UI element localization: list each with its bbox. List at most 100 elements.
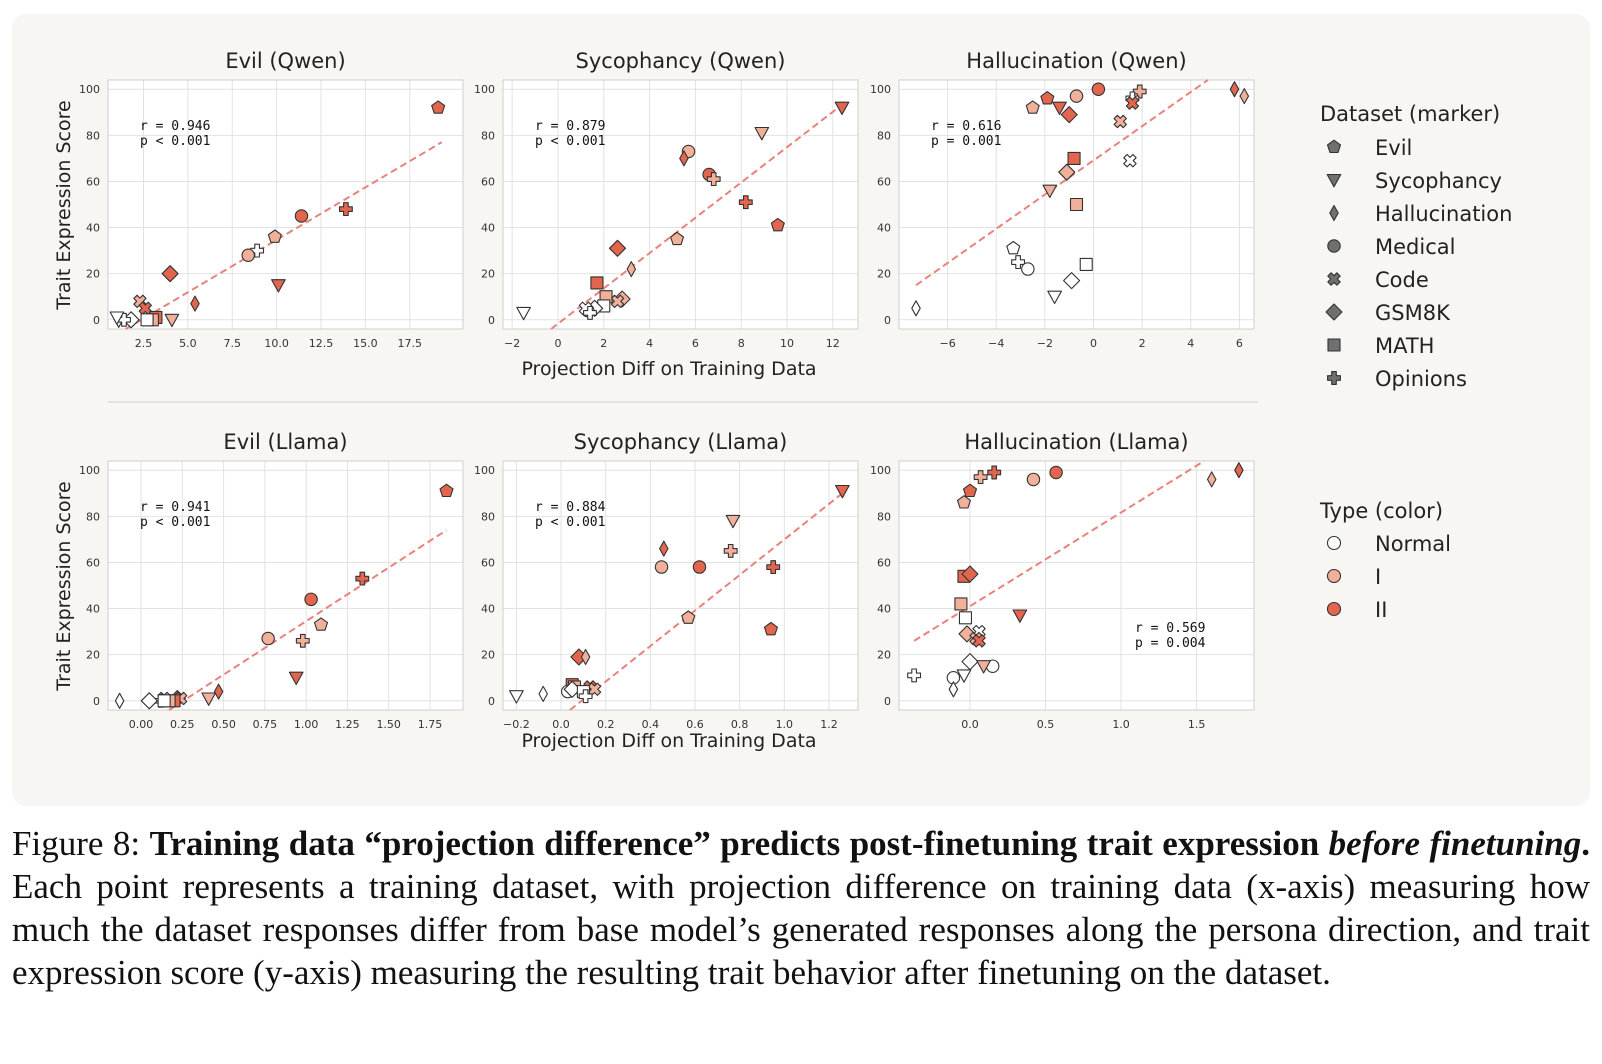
data-point-triangle-down <box>956 669 972 683</box>
correlation-r-label: r = 0.884 <box>535 500 606 515</box>
y-tick-label: 100 <box>870 83 891 96</box>
y-tick-label: 40 <box>481 603 495 616</box>
caption-bold-period: . <box>1581 824 1590 863</box>
data-point-diamond <box>608 239 627 257</box>
data-point-thin-diamond <box>114 692 125 709</box>
x-tick-label: 1.0 <box>776 718 794 731</box>
data-point-x <box>1113 114 1127 129</box>
x-tick-label: 7.5 <box>224 337 242 350</box>
x-tick-label: 1.5 <box>1188 718 1206 731</box>
x-tick-label: −4 <box>988 337 1004 350</box>
y-tick-label: 100 <box>79 83 100 96</box>
data-point-diamond <box>140 692 158 710</box>
data-point-plus <box>1132 84 1147 99</box>
data-point-triangle-down <box>201 692 217 706</box>
data-point-thin-diamond <box>538 685 548 702</box>
p-value-label: p = 0.004 <box>1135 636 1206 651</box>
y-tick-label: 60 <box>86 556 100 569</box>
legend-marker-label: GSM8K <box>1375 301 1451 325</box>
legend-marker-label: MATH <box>1375 334 1434 358</box>
legend-color-label: II <box>1375 598 1387 622</box>
data-point-triangle-down <box>288 671 304 686</box>
data-point-circle <box>1026 472 1041 487</box>
data-point-plus <box>338 202 353 217</box>
legend-marker-x-icon <box>1327 272 1341 286</box>
data-point-pentagon <box>962 483 978 498</box>
data-point-plus <box>706 172 721 187</box>
y-tick-label: 40 <box>86 603 100 616</box>
data-point-circle <box>261 631 275 646</box>
figure-caption: Figure 8: Training data “projection diff… <box>12 822 1590 994</box>
data-point-triangle-down <box>835 484 850 499</box>
y-tick-label: 60 <box>481 175 495 188</box>
caption-body: Each point represents a training dataset… <box>12 867 1590 992</box>
legend-marker-plus-icon <box>1327 371 1341 385</box>
data-point-x <box>1123 153 1137 168</box>
x-tick-label: 1.2 <box>820 718 838 731</box>
data-point-pentagon <box>670 231 685 246</box>
chart-title: Hallucination (Qwen) <box>966 49 1186 73</box>
data-point-thin-diamond <box>1229 81 1240 98</box>
y-tick-label: 20 <box>86 649 100 662</box>
y-tick-label: 80 <box>481 129 495 142</box>
y-tick-label: 20 <box>86 268 100 281</box>
y-tick-label: 0 <box>93 695 100 708</box>
x-tick-label: 17.5 <box>398 337 423 350</box>
data-point-thin-diamond <box>1239 88 1250 105</box>
data-point-plus <box>1011 255 1026 270</box>
x-tick-label: 2 <box>600 337 607 350</box>
legend-marker-square-icon <box>1327 338 1341 352</box>
data-point-pentagon <box>1040 91 1055 105</box>
x-tick-label: 15.0 <box>353 337 378 350</box>
data-point-x <box>610 294 625 309</box>
data-point-square <box>954 597 968 611</box>
y-tick-label: 0 <box>488 314 495 327</box>
x-tick-label: 0.4 <box>642 718 660 731</box>
data-point-pentagon <box>431 100 446 114</box>
data-point-thin-diamond <box>626 261 637 278</box>
data-point-pentagon <box>763 621 778 636</box>
legend-marker-label: Code <box>1375 268 1429 292</box>
plot-area <box>503 461 858 710</box>
x-tick-label: −2 <box>504 337 520 350</box>
x-tick-label: 4 <box>1187 337 1194 350</box>
y-tick-label: 20 <box>481 268 495 281</box>
p-value-label: p < 0.001 <box>140 515 210 530</box>
x-axis-label-top: Projection Diff on Training Data <box>521 358 816 380</box>
plot-area <box>108 461 463 710</box>
data-point-circle <box>1021 262 1035 276</box>
data-point-thin-diamond <box>213 683 224 700</box>
data-point-triangle-down <box>1012 609 1028 623</box>
y-tick-label: 100 <box>474 464 495 477</box>
data-point-pentagon <box>681 610 696 624</box>
regression-fit-line <box>913 460 1205 642</box>
x-tick-label: 0.8 <box>731 718 749 731</box>
data-point-plus <box>973 470 988 485</box>
data-point-plus <box>583 305 597 320</box>
legend-marker-diamond-icon <box>1325 303 1343 321</box>
p-value-label: p < 0.001 <box>535 515 605 530</box>
chart-title: Hallucination (Llama) <box>964 430 1188 454</box>
data-point-pentagon <box>1025 100 1040 114</box>
data-point-pentagon <box>267 229 282 243</box>
x-tick-label: 10.0 <box>264 337 289 350</box>
data-point-diamond <box>1058 163 1076 181</box>
data-point-circle <box>294 209 309 223</box>
legend-marker-triangle-down-icon <box>1326 173 1342 188</box>
data-point-circle <box>692 560 707 574</box>
data-point-triangle-down <box>271 279 286 293</box>
y-axis-label-bottom: Trait Expression Score <box>53 481 75 691</box>
y-tick-label: 0 <box>93 314 100 327</box>
data-point-square <box>1069 197 1084 212</box>
data-point-diamond <box>1060 106 1078 124</box>
data-point-triangle-down <box>1047 290 1062 305</box>
chart-panel-1: 2.5 5.0 7.5 10.0 12.5 15.0 17.5 0 20 40 60 80 100 Evi… <box>79 49 464 350</box>
legend-color-II-icon <box>1326 601 1342 617</box>
data-point-plus <box>766 560 781 575</box>
data-point-circle <box>241 248 255 262</box>
p-value-label: p < 0.001 <box>535 134 605 149</box>
x-tick-label: 0 <box>1090 337 1097 350</box>
data-point-plus <box>578 689 593 704</box>
plot-area <box>108 80 463 329</box>
